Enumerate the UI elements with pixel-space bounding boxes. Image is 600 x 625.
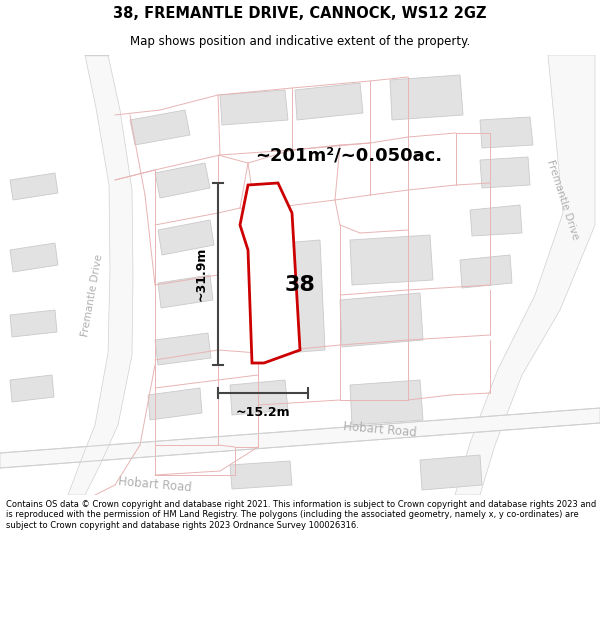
Polygon shape	[10, 173, 58, 200]
Text: Contains OS data © Crown copyright and database right 2021. This information is : Contains OS data © Crown copyright and d…	[6, 500, 596, 530]
Polygon shape	[155, 163, 210, 198]
Polygon shape	[295, 83, 363, 120]
Polygon shape	[470, 205, 522, 236]
Text: ~15.2m: ~15.2m	[236, 406, 290, 419]
Polygon shape	[68, 55, 133, 495]
Text: Map shows position and indicative extent of the property.: Map shows position and indicative extent…	[130, 35, 470, 48]
Polygon shape	[130, 110, 190, 145]
Text: ~201m²/~0.050ac.: ~201m²/~0.050ac.	[255, 146, 442, 164]
Polygon shape	[10, 310, 57, 337]
Polygon shape	[420, 455, 482, 490]
Text: Fremantle Drive: Fremantle Drive	[545, 159, 581, 241]
Polygon shape	[220, 90, 288, 125]
Polygon shape	[158, 275, 213, 308]
Polygon shape	[340, 293, 423, 347]
Polygon shape	[480, 117, 533, 148]
Polygon shape	[460, 255, 512, 288]
Text: 38: 38	[284, 275, 316, 295]
Polygon shape	[240, 183, 300, 363]
Polygon shape	[350, 380, 423, 425]
Text: Fremantle Drive: Fremantle Drive	[80, 253, 104, 337]
Text: ~31.9m: ~31.9m	[195, 247, 208, 301]
Polygon shape	[70, 55, 155, 495]
Polygon shape	[10, 375, 54, 402]
Polygon shape	[0, 400, 600, 475]
Text: 38, FREMANTLE DRIVE, CANNOCK, WS12 2GZ: 38, FREMANTLE DRIVE, CANNOCK, WS12 2GZ	[113, 6, 487, 21]
Text: Hobart Road: Hobart Road	[118, 476, 192, 494]
Polygon shape	[390, 75, 463, 120]
Polygon shape	[230, 461, 292, 489]
Polygon shape	[258, 240, 325, 355]
Polygon shape	[230, 380, 288, 415]
Polygon shape	[158, 220, 214, 255]
Polygon shape	[0, 408, 600, 468]
Polygon shape	[148, 388, 202, 420]
Polygon shape	[350, 235, 433, 285]
Polygon shape	[10, 243, 58, 272]
Polygon shape	[480, 157, 530, 188]
Text: Hobart Road: Hobart Road	[343, 421, 417, 439]
Polygon shape	[430, 55, 600, 495]
Polygon shape	[155, 333, 211, 365]
Polygon shape	[455, 55, 595, 495]
